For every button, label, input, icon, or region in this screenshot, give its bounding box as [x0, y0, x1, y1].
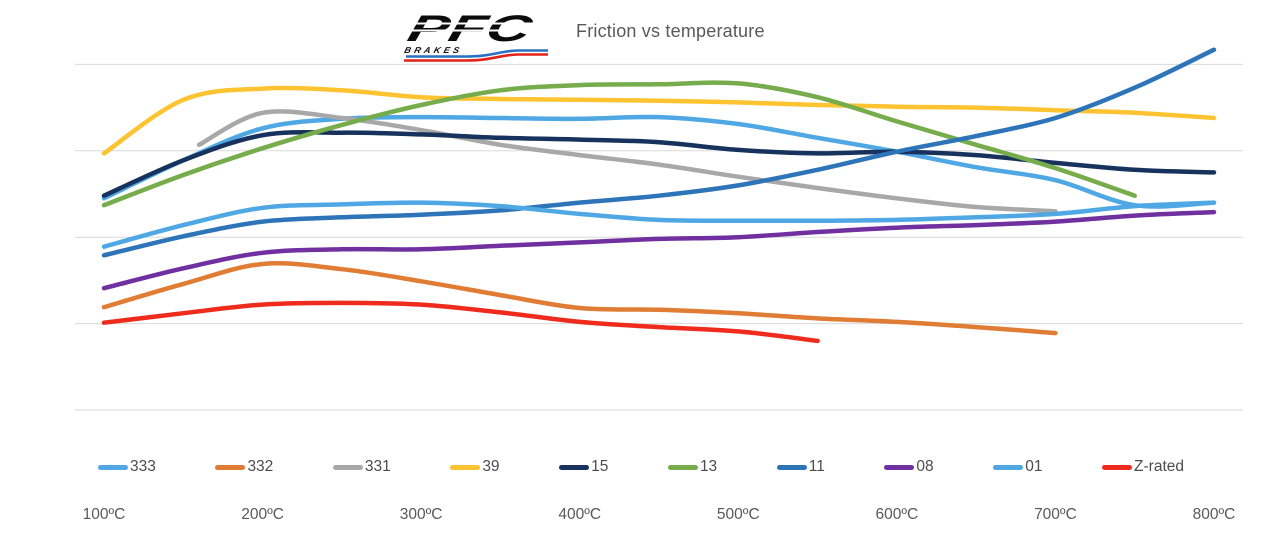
series-line-11 — [101, 47, 1217, 258]
series-line-z-rated — [101, 300, 820, 344]
x-tick-400: 400ºC — [558, 506, 602, 523]
legend-label: 08 — [916, 458, 934, 475]
legend-label: 11 — [808, 458, 825, 475]
legend-item-08[interactable]: 08 — [884, 458, 934, 476]
pfc-brakes-logo: PFC BRAKES — [398, 8, 552, 66]
chart-legend: 333 332 331 39 15 13 11 08 01 Z-rated — [98, 458, 1184, 476]
chart-title: Friction vs temperature — [576, 21, 765, 41]
series-line-08 — [101, 209, 1217, 291]
legend-item-z-rated[interactable]: Z-rated — [1102, 458, 1184, 476]
x-tick-500: 500ºC — [716, 506, 760, 523]
legend-item-01[interactable]: 01 — [993, 458, 1042, 476]
legend-label: 13 — [699, 458, 718, 475]
x-tick-600: 600ºC — [875, 506, 919, 523]
x-tick-300: 300ºC — [399, 506, 443, 523]
series-line-01 — [101, 200, 1217, 249]
x-tick-700: 700ºC — [1034, 506, 1077, 523]
legend-swatch-333 — [98, 464, 128, 470]
x-tick-200: 200ºC — [241, 506, 284, 523]
logo-sub-text: BRAKES — [403, 45, 463, 55]
legend-swatch-331 — [332, 464, 363, 470]
legend-swatch-08 — [884, 464, 915, 470]
series-line-331 — [196, 109, 1058, 214]
pfc-brakes-logo-art: PFC BRAKES — [403, 8, 548, 62]
legend-label: 333 — [130, 458, 156, 475]
legend-item-333[interactable]: 333 — [98, 458, 156, 476]
legend-swatch-13 — [667, 464, 698, 470]
series-line-13 — [101, 80, 1137, 208]
logo-brand-text: PFC — [404, 8, 538, 49]
legend-item-39[interactable]: 39 — [450, 458, 500, 476]
legend-label: 15 — [591, 458, 609, 475]
legend-swatch-39 — [450, 464, 481, 470]
legend-item-11[interactable]: 11 — [776, 458, 825, 476]
legend-swatch-332 — [215, 464, 246, 470]
x-tick-800: 800ºC — [1192, 506, 1236, 523]
legend-item-332[interactable]: 332 — [215, 458, 273, 476]
legend-label: Z-rated — [1134, 458, 1184, 475]
legend-label: 332 — [247, 458, 274, 475]
legend-item-13[interactable]: 13 — [667, 458, 718, 476]
logo-swoosh-red — [404, 53, 548, 62]
series-line-332 — [101, 261, 1058, 336]
legend-swatch-11 — [776, 464, 807, 470]
logo-stripe-cut-2 — [408, 29, 538, 32]
logo-stripe-cut-1 — [410, 22, 542, 25]
x-tick-100: 100ºC — [82, 506, 126, 523]
legend-item-15[interactable]: 15 — [559, 458, 608, 476]
legend-swatch-15 — [559, 464, 590, 470]
legend-swatch-z-rated — [1102, 464, 1133, 470]
legend-swatch-01 — [993, 464, 1024, 470]
x-axis-labels: 100ºC 200ºC 300ºC 400ºC 500ºC 600ºC 700ºC 800ºC — [0, 506, 1280, 532]
legend-label: 01 — [1025, 458, 1043, 475]
series-line-39 — [101, 85, 1217, 156]
legend-item-331[interactable]: 331 — [332, 458, 391, 476]
legend-label: 331 — [364, 458, 391, 475]
series-line-333 — [101, 114, 1217, 209]
logo-swoosh-blue — [406, 49, 548, 58]
legend-label: 39 — [482, 458, 500, 475]
